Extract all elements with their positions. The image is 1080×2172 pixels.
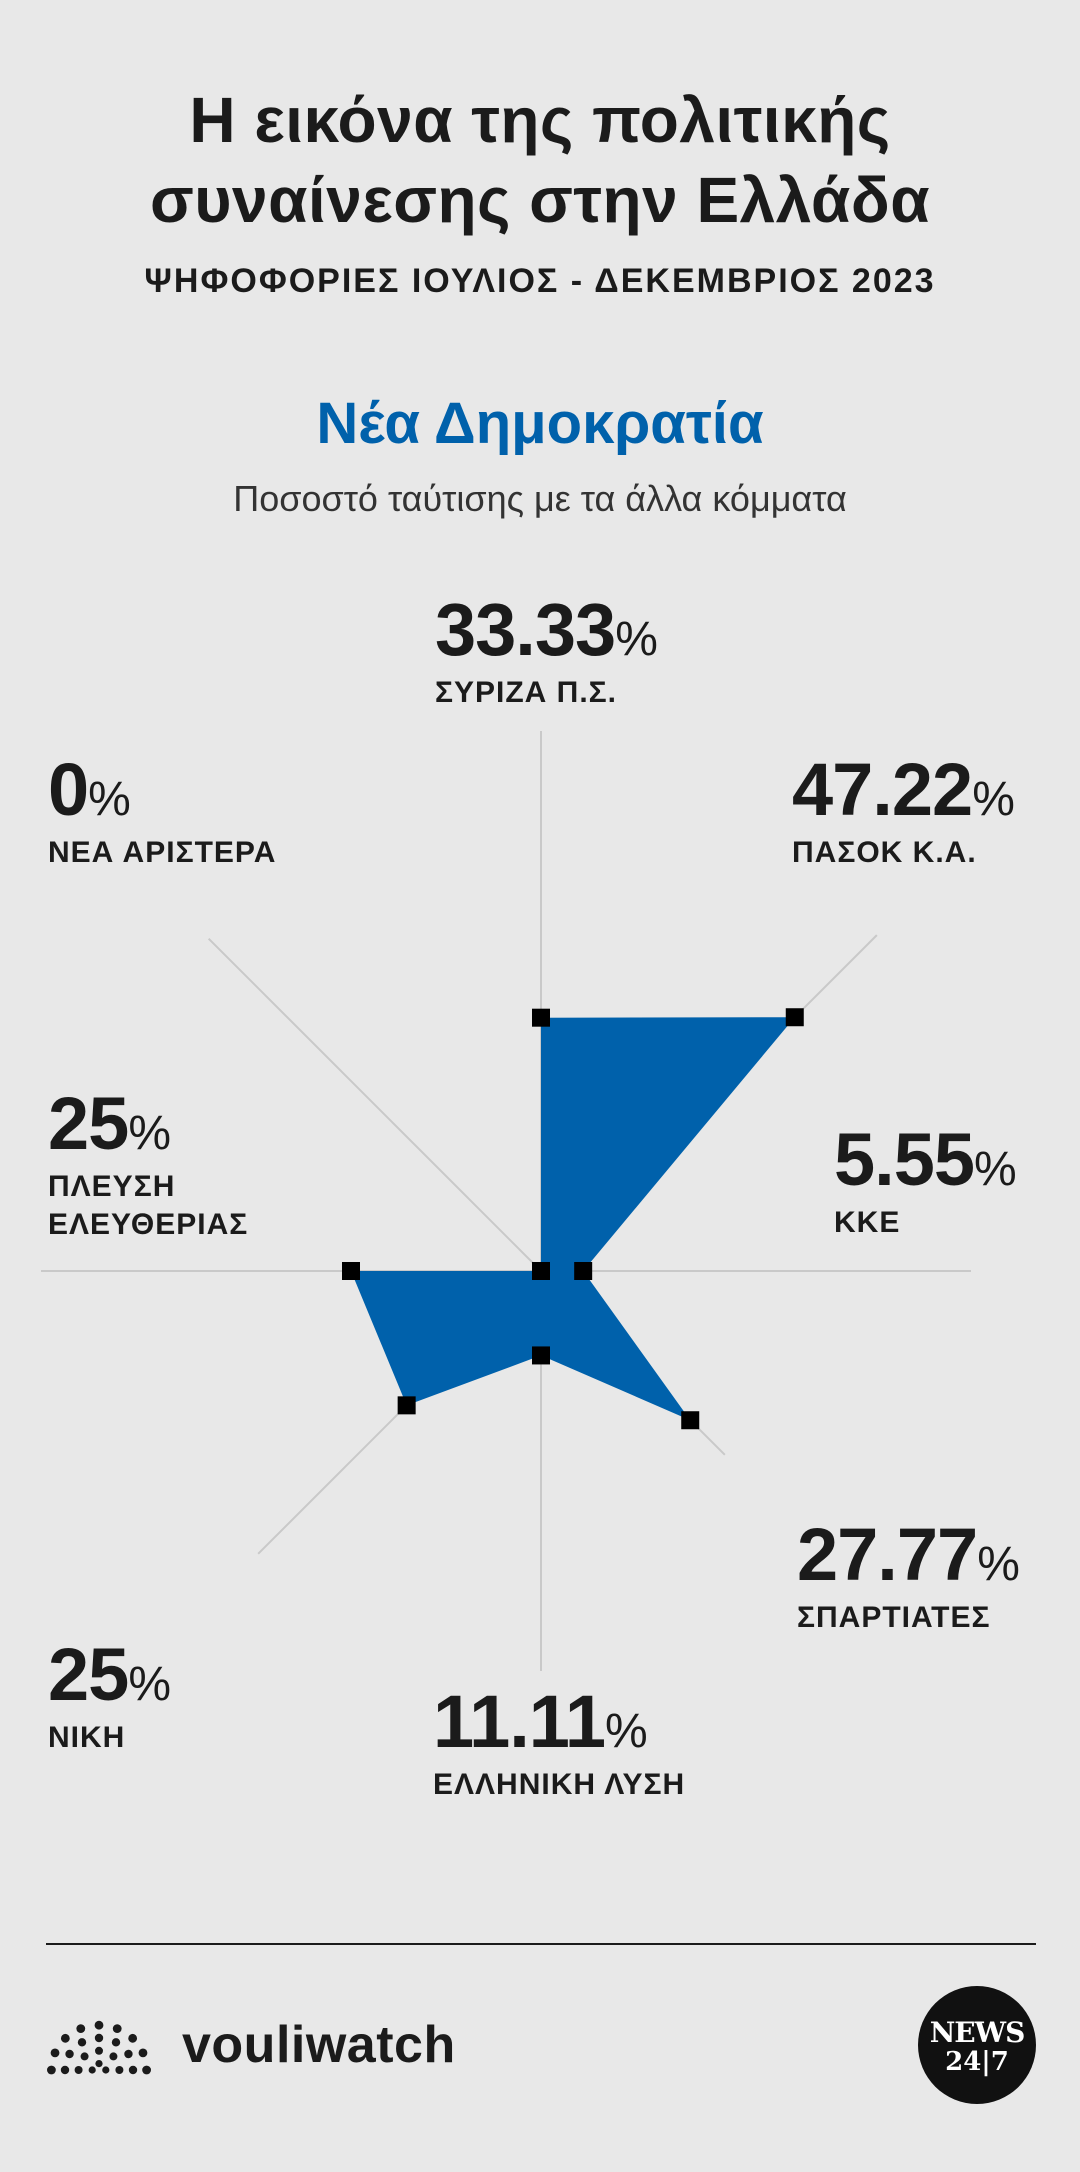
value-number: 0 xyxy=(48,748,89,831)
radar-label: 27.77% ΣΠΑΡΤΙΑΤΕΣ xyxy=(797,1515,1020,1637)
value-label: 27.77% xyxy=(797,1515,1020,1595)
title-line-1: Η εικόνα της πολιτικής xyxy=(189,84,891,156)
logo-dot xyxy=(47,2065,56,2075)
radar-label: 25% ΠΛΕΥΣΗ ΕΛΕΥΘΕΡΙΑΣ xyxy=(48,1084,278,1244)
value-number: 25 xyxy=(48,1082,129,1165)
logo-dot xyxy=(115,2066,124,2074)
logo-dot xyxy=(77,2038,87,2047)
value-unit: % xyxy=(972,773,1015,826)
radar-point xyxy=(532,1346,550,1365)
logo-dot xyxy=(109,2052,118,2061)
radar-point xyxy=(574,1262,593,1280)
radar-point xyxy=(342,1262,360,1280)
radar-label: 33.33% ΣΥΡΙΖΑ Π.Σ. xyxy=(435,590,658,712)
value-label: 25% xyxy=(48,1084,278,1164)
logo-dot xyxy=(128,2033,138,2043)
radar-axis xyxy=(207,937,542,1272)
logo-dot xyxy=(74,2066,83,2074)
value-label: 47.22% xyxy=(792,750,1015,830)
logo-dot xyxy=(94,2020,104,2030)
value-label: 0% xyxy=(48,750,276,830)
footer-divider xyxy=(46,1943,1036,1945)
category-label: ΝΙΚΗ xyxy=(48,1721,126,1754)
value-label: 5.55% xyxy=(834,1120,1017,1200)
title-line-2: συναίνεσης στην Ελλάδα xyxy=(149,164,931,236)
logo-dot xyxy=(95,2060,103,2068)
logo-dot xyxy=(124,2049,133,2059)
chart-subtitle: ΨΗΦΟΦΟΡΙΕΣ ΙΟΥΛΙΟΣ - ΔΕΚΕΜΒΡΙΟΣ 2023 xyxy=(144,262,936,300)
logo-dot xyxy=(65,2049,74,2059)
logo-dot xyxy=(94,2033,104,2043)
category-label: ΠΛΕΥΣΗ ΕΛΕΥΘΕΡΙΑΣ xyxy=(48,1170,249,1241)
logo-dot xyxy=(138,2048,148,2058)
radar-label: 11.11% ΕΛΛΗΝΙΚΗ ΛΥΣΗ xyxy=(433,1682,685,1804)
category-label: ΣΠΑΡΤΙΑΤΕΣ xyxy=(797,1601,991,1634)
value-label: 25% xyxy=(48,1635,171,1715)
radar-point xyxy=(397,1396,416,1415)
logo-dot xyxy=(76,2024,86,2034)
value-unit: % xyxy=(977,1538,1020,1591)
value-number: 11.11 xyxy=(433,1680,606,1763)
value-number: 27.77 xyxy=(797,1513,978,1596)
logo-dot xyxy=(50,2048,60,2058)
logo-dot xyxy=(60,2065,70,2075)
value-unit: % xyxy=(128,1658,171,1711)
value-number: 5.55 xyxy=(834,1118,975,1201)
logo-dot xyxy=(60,2033,70,2043)
value-number: 33.33 xyxy=(435,588,616,671)
chart-title: Η εικόνα της πολιτικής συναίνεσης στην Ε… xyxy=(0,80,1080,240)
news-logo-number: 24|7 xyxy=(945,2047,1009,2077)
vouliwatch-brand: vouliwatch xyxy=(182,2016,456,2074)
radar-point xyxy=(532,1262,550,1280)
radar-point xyxy=(785,1008,804,1027)
party-name: Νέα Δημοκρατία xyxy=(316,391,764,456)
radar-label: 0% ΝΕΑ ΑΡΙΣΤΕΡΑ xyxy=(48,750,276,872)
value-label: 11.11% xyxy=(433,1682,685,1762)
value-unit: % xyxy=(88,773,131,826)
radar-label: 47.22% ΠΑΣΟΚ Κ.Α. xyxy=(792,750,1015,872)
vouliwatch-dots-icon xyxy=(47,2020,151,2075)
value-unit: % xyxy=(974,1143,1017,1196)
value-unit: % xyxy=(615,613,658,666)
logo-dot xyxy=(88,2066,96,2074)
category-label: ΣΥΡΙΖΑ Π.Σ. xyxy=(435,676,618,709)
category-label: ΝΕΑ ΑΡΙΣΤΕΡΑ xyxy=(48,836,277,869)
news-logo-text: NEWS xyxy=(929,2016,1026,2049)
party-subtitle: Ποσοστό ταύτισης με τα άλλα κόμματα xyxy=(233,478,847,519)
value-unit: % xyxy=(128,1107,171,1160)
logo-dot xyxy=(112,2024,122,2034)
category-label: ΠΑΣΟΚ Κ.Α. xyxy=(792,836,977,869)
radar-label: 5.55% ΚΚΕ xyxy=(834,1120,1017,1242)
category-label: ΚΚΕ xyxy=(834,1206,901,1239)
category-label: ΕΛΛΗΝΙΚΗ ΛΥΣΗ xyxy=(433,1768,686,1801)
value-number: 25 xyxy=(48,1633,129,1716)
value-label: 33.33% xyxy=(435,590,658,670)
radar-label: 25% ΝΙΚΗ xyxy=(48,1635,171,1757)
radar-point xyxy=(532,1008,550,1027)
logo-dot xyxy=(142,2065,151,2075)
radar-area xyxy=(351,1017,795,1421)
logo-dot xyxy=(95,2046,103,2055)
logo-dot xyxy=(128,2065,138,2075)
logo-dot xyxy=(102,2066,110,2074)
news247-logo: NEWS 24|7 xyxy=(918,1986,1036,2104)
value-number: 47.22 xyxy=(792,748,973,831)
radar-point xyxy=(681,1411,700,1430)
vouliwatch-logo: vouliwatch xyxy=(46,2010,456,2080)
logo-dot xyxy=(80,2052,89,2061)
logo-dot xyxy=(111,2038,121,2047)
value-unit: % xyxy=(605,1705,648,1758)
